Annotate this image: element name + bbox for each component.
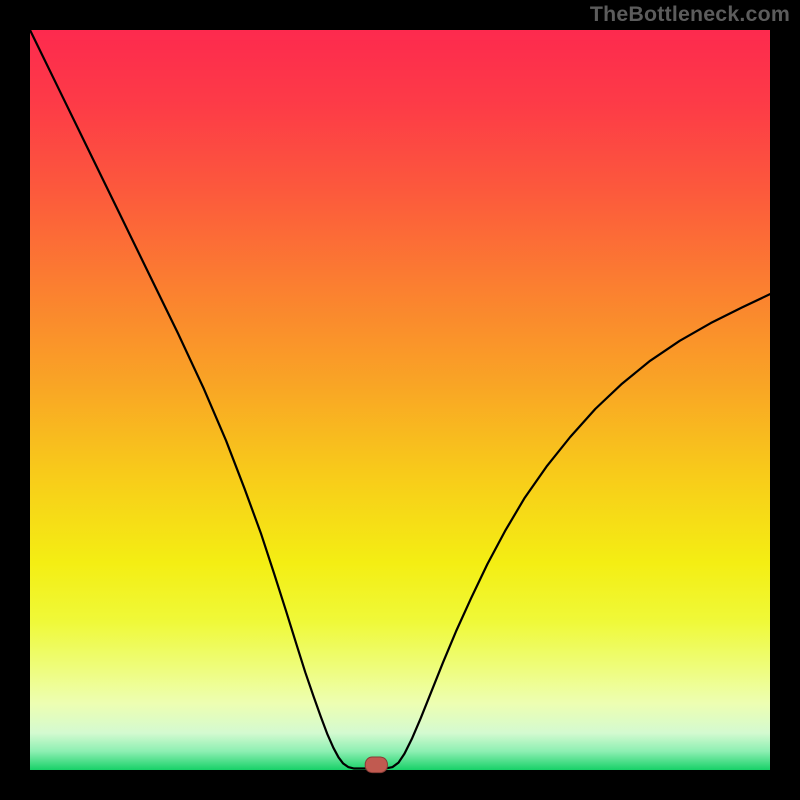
figure-root: TheBottleneck.com [0, 0, 800, 800]
plot-area [30, 30, 770, 770]
optimum-marker [365, 757, 387, 773]
watermark-text: TheBottleneck.com [590, 2, 790, 27]
bottleneck-chart [0, 0, 800, 800]
